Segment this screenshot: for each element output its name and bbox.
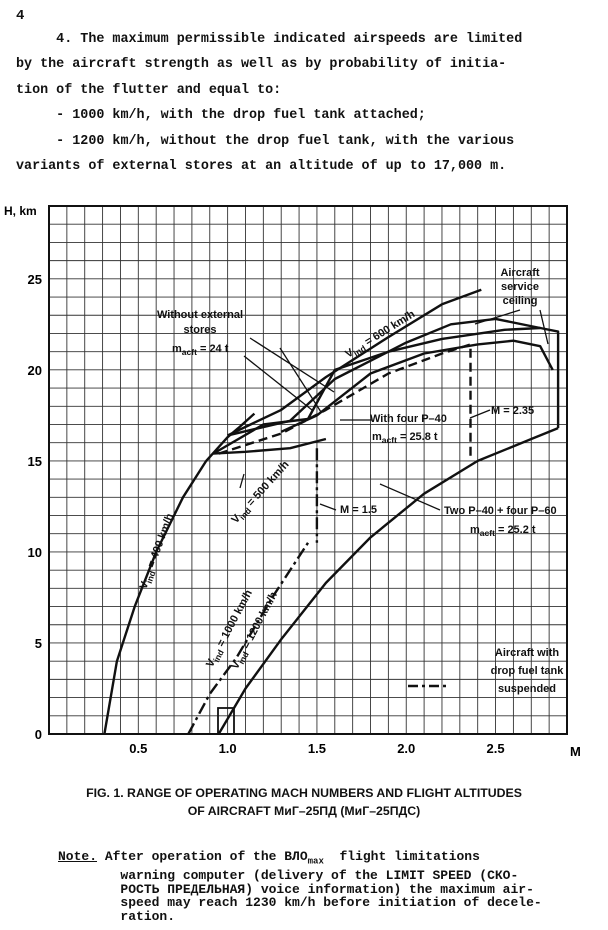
service-ceiling-l2: service [501, 281, 539, 293]
note-line-5: ration. [58, 908, 176, 924]
y-tick-label: 5 [35, 636, 42, 651]
drop-tank-l3: suspended [498, 683, 556, 695]
series-line-1 [213, 437, 327, 455]
series-line-6 [280, 339, 554, 433]
service-ceiling-l3: ceiling [503, 295, 538, 307]
page-number: 4 [16, 8, 25, 24]
y-tick-label: 0 [35, 727, 42, 742]
without-external-l1: Without external [157, 309, 243, 321]
paragraph-line: by the aircraft strength as well as by p… [16, 57, 507, 73]
leader-lines [239, 309, 549, 511]
y-axis-label: H, km [4, 204, 37, 218]
figure-caption: FIG. 1. RANGE OF OPERATING MACH NUMBERS … [0, 784, 608, 820]
paragraph-line: variants of external stores at an altitu… [16, 159, 507, 174]
note-line-1: Note. After operation of the ВЛОmax flig… [58, 850, 603, 869]
x-tick-label: 1.5 [308, 741, 326, 756]
m235-label: M = 2.35 [491, 405, 534, 417]
x-tick-label: 2.0 [397, 741, 415, 756]
y-tick-label: 20 [28, 363, 42, 378]
x-tick-label: 1.0 [219, 741, 237, 756]
note-line-2: warning computer (delivery of the LIMIT … [58, 868, 519, 884]
y-tick-label: 25 [28, 272, 42, 287]
y-tick-label: 10 [28, 545, 42, 560]
v500-label: Vind = 500 km/h [229, 459, 293, 528]
without-external-mass: macft = 24 t [172, 343, 229, 357]
y-tick-label: 15 [28, 454, 42, 469]
paragraph-line: 4. The maximum permissible indicated air… [16, 32, 523, 47]
x-tick-label: 0.5 [129, 741, 147, 756]
with-four-l1: With four P–40 [370, 413, 447, 425]
note-label: Note. [58, 849, 98, 864]
paragraph-line: - 1200 km/h, without the drop fuel tank,… [16, 133, 515, 149]
note-line-3: РОСТЬ ПРЕДЕЛЬНАЯ) voice information) the… [58, 881, 534, 897]
series-line-2 [227, 288, 482, 437]
without-external-l2: stores [183, 324, 216, 336]
grid [49, 206, 567, 734]
x-axis-label: M [570, 744, 581, 759]
origin-marker-box [217, 707, 235, 735]
paragraph-line: tion of the flutter and equal to: [16, 82, 282, 98]
tick-labels: 0.5 1.0 1.5 2.0 2.5 0 5 10 15 20 25 [28, 272, 505, 756]
two-p40-mass: macft = 25.2 t [470, 524, 536, 538]
note-line1-b: flight limitations [323, 849, 480, 864]
x-tick-label: 2.5 [487, 741, 505, 756]
drop-tank-l1: Aircraft with [495, 647, 559, 659]
service-ceiling-l1: Aircraft [500, 267, 539, 279]
altitude-mach-chart: 0.5 1.0 1.5 2.0 2.5 0 5 10 15 20 25 H, km M Withou… [4, 204, 581, 759]
paragraph-line: - 1000 km/h, with the drop fuel tank att… [16, 108, 426, 124]
series-line-0 [103, 412, 256, 735]
with-four-mass: macft = 25.8 t [372, 431, 438, 445]
series-line-7 [218, 343, 472, 461]
note-line1-a: After operation of the ВЛО [97, 849, 308, 864]
series-group [103, 288, 560, 735]
two-p40-l1: Two P–40 + four P–60 [444, 505, 557, 517]
note-line1-sub: max [307, 856, 324, 867]
m15-label: M = 1.5 [340, 504, 377, 516]
drop-tank-l2: drop fuel tank [491, 665, 565, 677]
series-line-4 [217, 426, 559, 735]
caption-line-2: OF AIRCRAFT МиГ–25ПД (МиГ–25ПДС) [187, 804, 421, 818]
note-line-4: speed may reach 1230 km/h before initiat… [58, 895, 542, 911]
series-line-9 [227, 317, 541, 437]
series-line-3 [187, 542, 310, 735]
plot-frame [48, 205, 568, 735]
caption-line-1: FIG. 1. RANGE OF OPERATING MACH NUMBERS … [86, 786, 522, 800]
note-block: Note. After operation of the ВЛОmax flig… [58, 850, 603, 923]
